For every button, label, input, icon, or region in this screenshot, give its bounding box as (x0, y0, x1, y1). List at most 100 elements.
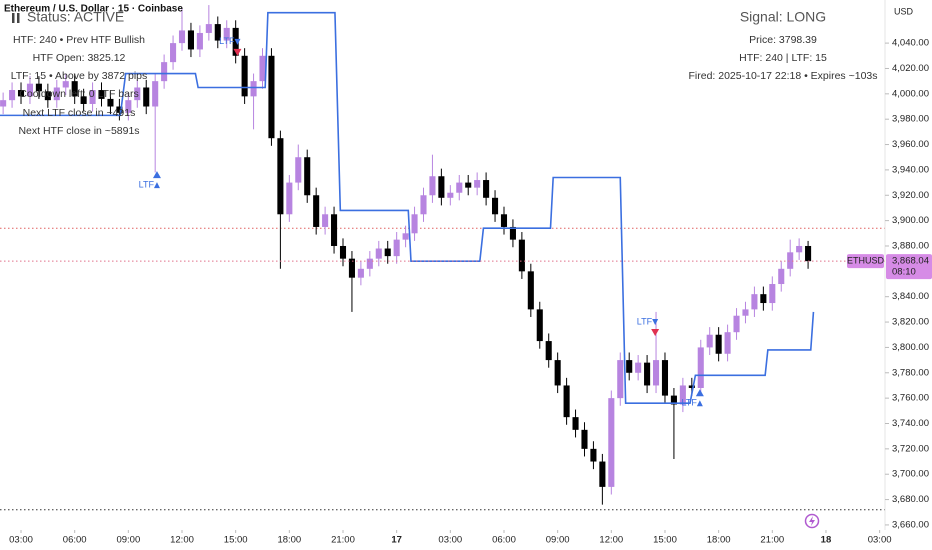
marker-triangle (651, 329, 660, 337)
candle-body (107, 98, 114, 107)
candle-body (492, 197, 499, 215)
candle-body (313, 195, 320, 227)
candle-body (706, 334, 713, 348)
candle-body (35, 83, 42, 92)
candle-body (125, 100, 132, 113)
x-tick-label: 12:00 (170, 535, 194, 546)
candle-body (17, 90, 25, 97)
candle-body (375, 248, 382, 259)
candle-body (232, 27, 239, 56)
marker-arrow (234, 38, 241, 45)
candle-body (178, 30, 186, 44)
candle-body (563, 385, 570, 418)
candle-body (599, 461, 606, 487)
marker-label: LTF (682, 398, 698, 408)
y-tick-label: 3,680.00 (892, 494, 929, 505)
y-tick-label: 3,940.00 (892, 164, 929, 175)
candle-body (402, 233, 409, 240)
candle-body (44, 91, 51, 101)
candle-body (635, 362, 642, 373)
overlay-text: LTF: 15 • Above by 3872 pips (11, 70, 148, 82)
y-tick-label: 3,900.00 (892, 215, 929, 226)
candle-body (778, 268, 785, 285)
y-tick-label: 4,000.00 (892, 88, 929, 99)
icon (809, 516, 815, 526)
candle-body (572, 417, 579, 430)
candle-body (733, 315, 740, 333)
pause-icon (17, 13, 20, 23)
y-axis-label: USD (894, 6, 914, 16)
candle-body (429, 176, 436, 196)
candle-body (152, 81, 159, 107)
candle-body (742, 309, 749, 316)
candle-body (456, 182, 463, 193)
candle-body (322, 214, 329, 227)
candle-body (384, 248, 391, 257)
candle-body (724, 332, 731, 354)
overlay-text: Next LTF close in ~491s (23, 107, 136, 119)
signal-text: Signal: LONG (740, 9, 826, 25)
x-tick-label: 12:00 (599, 535, 623, 546)
candle-body (483, 180, 490, 198)
candle-body (223, 27, 230, 41)
symbol-box (847, 254, 884, 269)
candle-body (277, 138, 284, 215)
x-tick-label: 03:00 (9, 535, 33, 546)
y-tick-label: 3,820.00 (892, 317, 929, 328)
candle-body (286, 182, 293, 215)
overlay-text: Next HTF close in ~5891s (18, 125, 139, 137)
candle-body (679, 385, 686, 405)
plot-area (0, 5, 885, 511)
overlay-text: Fired: 2025-10-17 22:18 • Expires ~103s (689, 70, 878, 82)
candle-body (500, 214, 508, 227)
candle-body (339, 245, 347, 259)
candle-body (751, 294, 758, 310)
x-tick-label: 03:00 (438, 535, 462, 546)
candle-body (357, 268, 364, 278)
candle-body (331, 214, 338, 246)
x-tick-label: 09:00 (546, 535, 570, 546)
marker-label: LTF (637, 316, 653, 326)
candle-body (545, 341, 552, 361)
candle-body (805, 245, 812, 262)
y-tick-label: 3,720.00 (892, 443, 929, 454)
status-text: Status: ACTIVE (27, 9, 124, 25)
candle-body (465, 182, 472, 188)
candle-body (143, 87, 150, 107)
candle-body (348, 258, 355, 278)
candle-body (796, 245, 803, 253)
candle-body (787, 252, 794, 269)
candle-body (259, 55, 266, 82)
candle-body (214, 24, 221, 41)
x-tick-label: 03:00 (868, 535, 892, 546)
marker-arrow (153, 182, 160, 189)
y-tick-label: 3,960.00 (892, 139, 929, 150)
candle-body (688, 385, 695, 388)
marker-triangle (695, 389, 704, 397)
marker-arrow (696, 400, 703, 407)
y-tick-label: 3,880.00 (892, 240, 929, 251)
y-tick-label: 3,760.00 (892, 393, 929, 404)
htf-line (0, 11, 815, 405)
candle-body (617, 360, 624, 399)
candle-body (205, 24, 212, 33)
candle-body (161, 62, 168, 82)
y-tick-label: 3,840.00 (892, 291, 929, 302)
candle-body (626, 360, 633, 373)
candle-body (661, 360, 669, 396)
marker-arrow (652, 319, 659, 326)
candle-body (295, 157, 302, 183)
candle-body (474, 180, 481, 188)
x-tick-label: 15:00 (653, 535, 677, 546)
candle-body (715, 334, 722, 354)
candle-body (438, 176, 445, 198)
candle-body (393, 239, 400, 257)
candle-body (411, 214, 418, 234)
candle-body (608, 398, 615, 487)
x-tick-label: 18:00 (707, 535, 731, 546)
candle-body (241, 55, 248, 97)
x-tick-label: 15:00 (224, 535, 248, 546)
candle-body (0, 100, 7, 107)
x-tick-label: 18:00 (277, 535, 301, 546)
candle-body (268, 55, 275, 139)
